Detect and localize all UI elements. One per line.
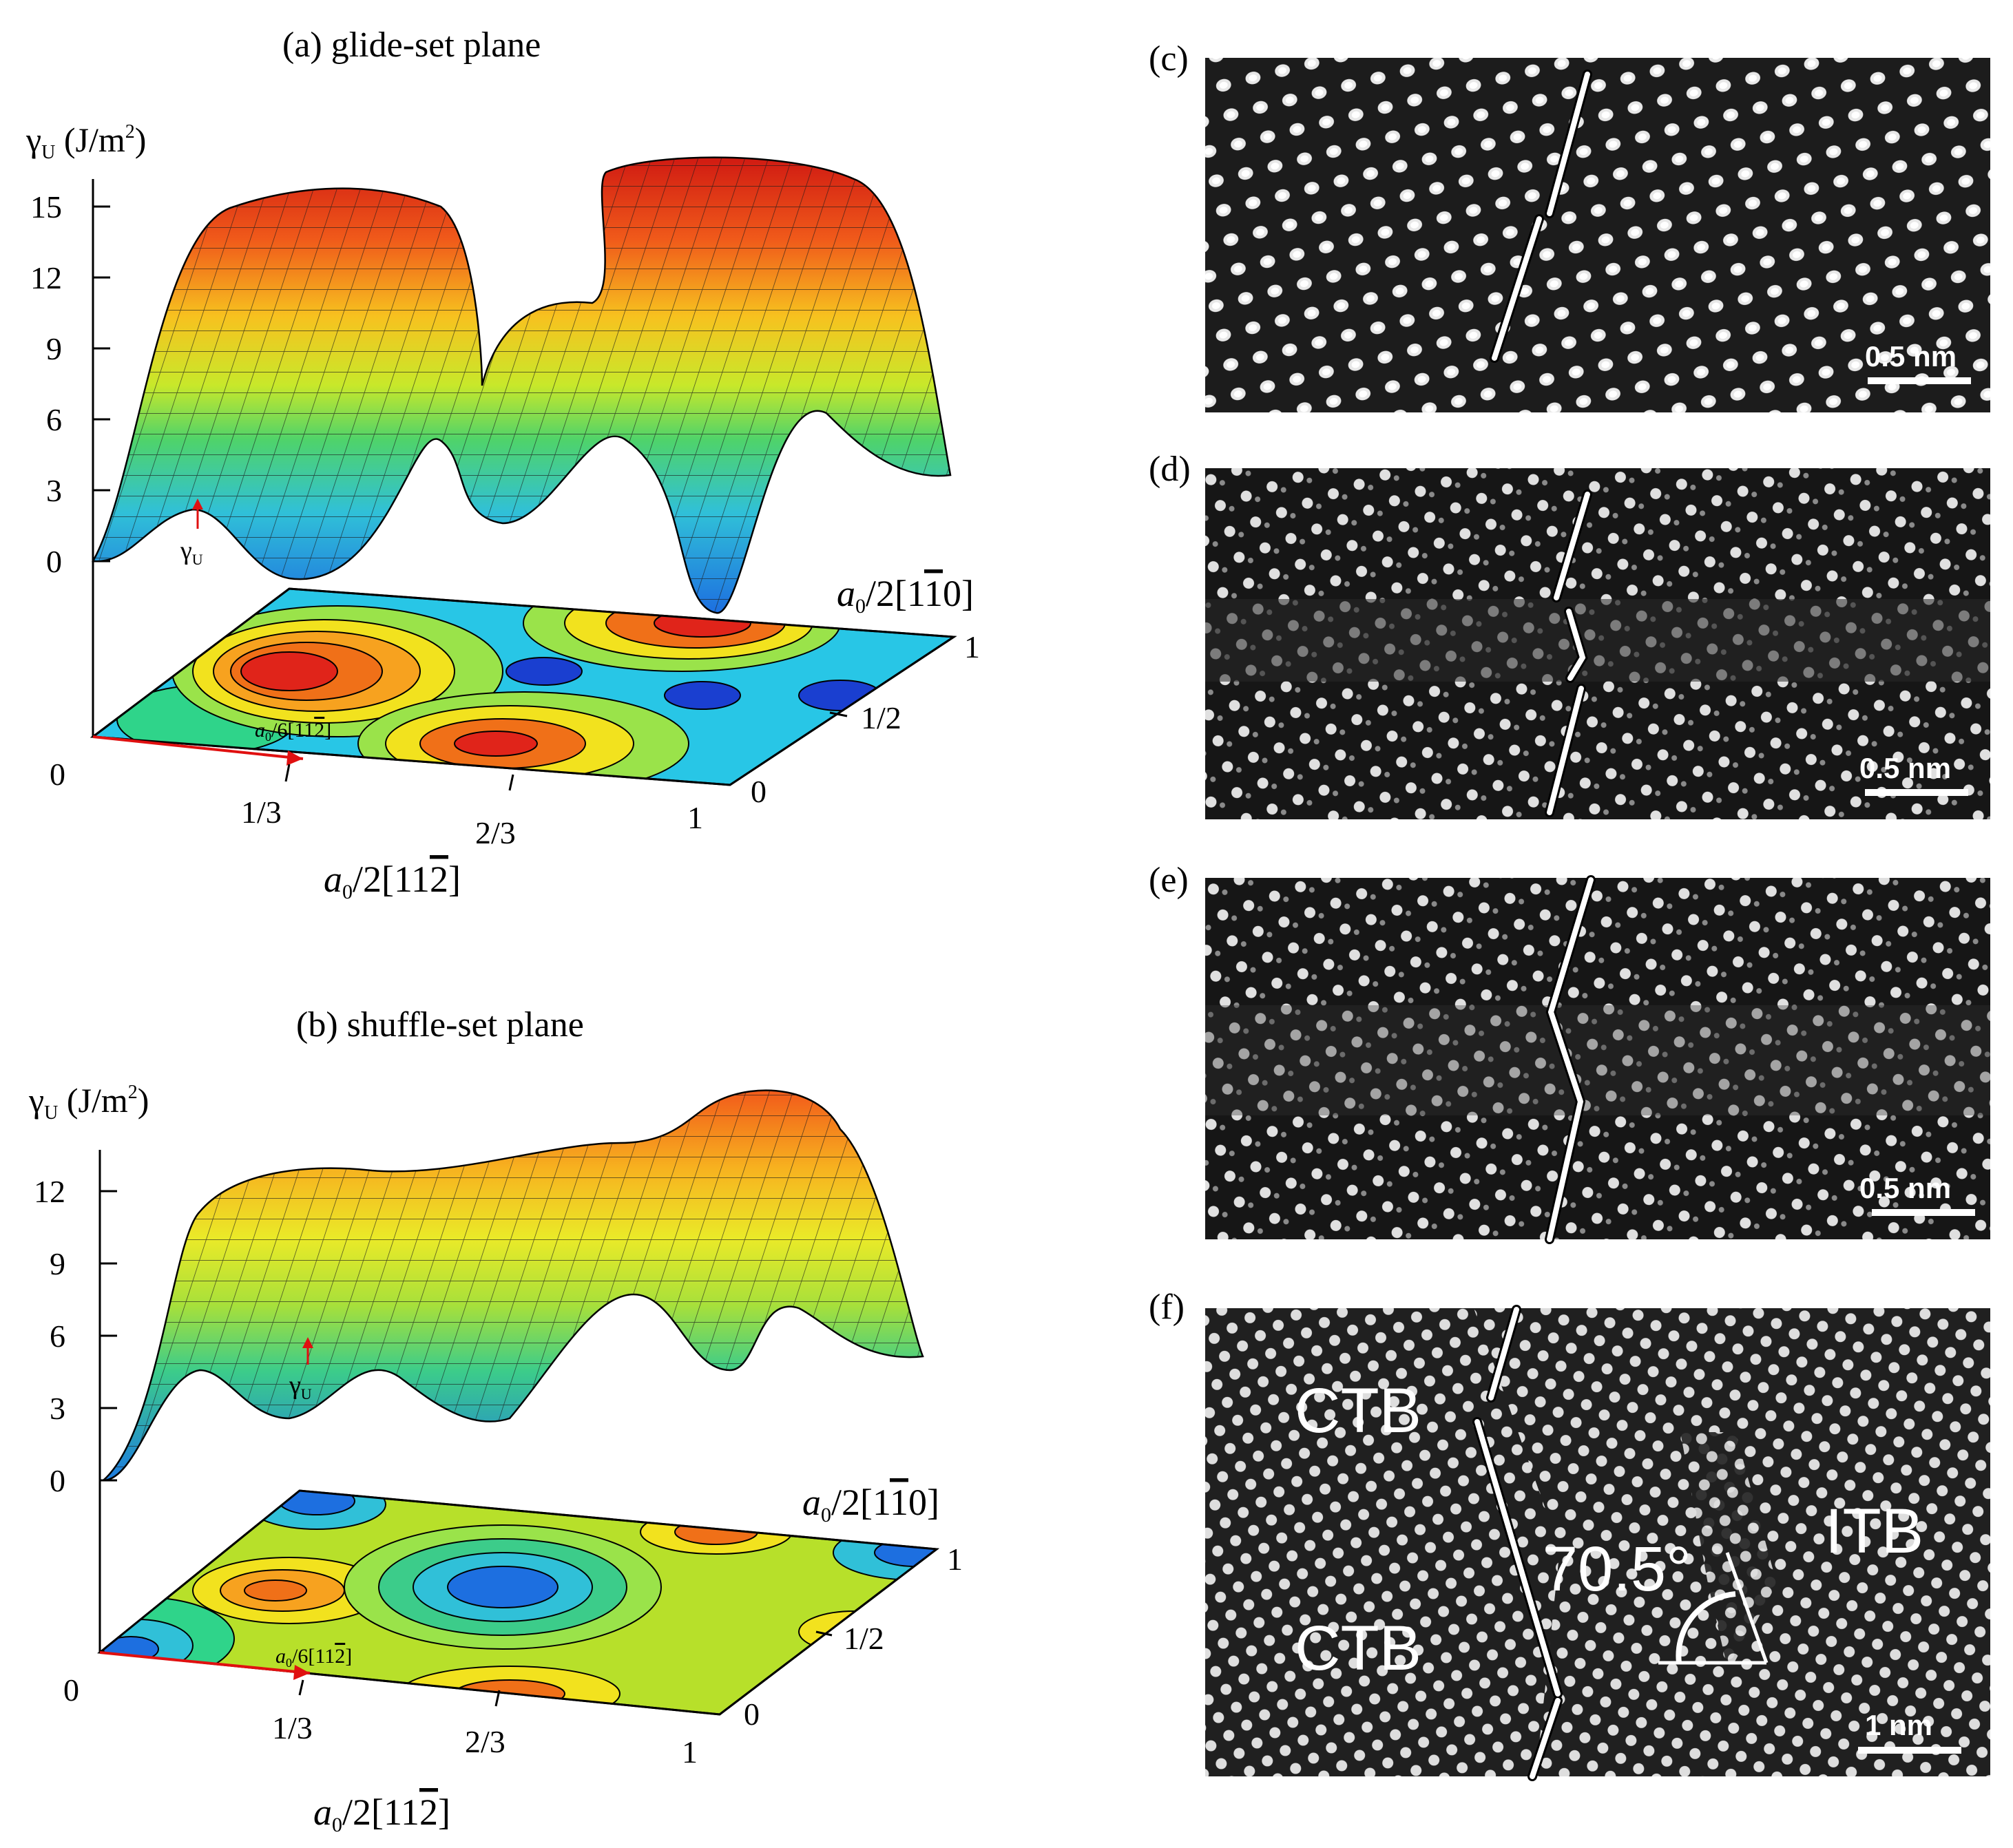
panel-b-title: (b) shuffle-set plane [296, 1005, 584, 1044]
svg-text:0: 0 [50, 757, 65, 792]
micrograph-d-label: (d) [1149, 450, 1191, 489]
micrograph-d: (d) 0.5 nm [1149, 450, 1990, 819]
micrograph-f-angle: 70.5° [1543, 1534, 1691, 1604]
svg-text:γU: γU [180, 536, 203, 568]
panel-b-x-axis-label: a0/2[112] [313, 1792, 450, 1836]
panel-b-ytick-6: 6 [50, 1319, 65, 1354]
panel-a-y-plane-label: a0/2[110] [837, 573, 974, 618]
micrograph-f-ctb-bottom: CTB [1295, 1613, 1421, 1683]
micrograph-f-angle-marker [1658, 1552, 1769, 1665]
panel-a-title: (a) glide-set plane [282, 25, 541, 65]
micrograph-d-twin-trace [1547, 492, 1590, 815]
svg-text:a0/6[112]: a0/6[112] [275, 1645, 352, 1670]
svg-text:γU: γU [289, 1371, 312, 1403]
panel-b-y-plane-ticks: 1 1/2 0 [744, 1542, 963, 1732]
panel-a-contour-plane [90, 587, 957, 786]
panel-b-shuffle-set: (b) shuffle-set plane γU (J/m2) 12 9 6 3… [28, 1005, 963, 1836]
panel-b-ytick-3: 3 [50, 1391, 65, 1426]
panel-a-x-axis-label: a0/2[112] [324, 859, 461, 903]
panel-b-ytick-labels: 12 9 6 3 0 [34, 1174, 65, 1498]
micrograph-c-label: (c) [1149, 39, 1189, 78]
panel-a-y-ticks [93, 205, 110, 563]
panel-b-gamma-marker: γU [289, 1337, 313, 1403]
micrograph-c-scalebar [1868, 377, 1971, 384]
svg-text:1/2: 1/2 [844, 1621, 884, 1656]
micrograph-f-ctb-top: CTB [1295, 1376, 1421, 1446]
micrograph-f-label: (f) [1149, 1288, 1185, 1327]
svg-text:a0/6[112]: a0/6[112] [255, 719, 331, 744]
micrograph-e-label: (e) [1149, 861, 1189, 900]
svg-text:0: 0 [751, 774, 766, 809]
micrograph-e-image [1205, 878, 1990, 1239]
svg-text:2/3: 2/3 [475, 815, 516, 850]
micrograph-e: (e) 0.5 nm [1149, 861, 1990, 1244]
svg-text:1: 1 [947, 1542, 963, 1577]
panel-b-ytick-9: 9 [50, 1246, 65, 1281]
panel-b-x-ticks: 0 1/3 2/3 1 [63, 1672, 698, 1770]
panel-a-ytick-9: 9 [46, 331, 62, 366]
micrograph-e-scalebar [1872, 1209, 1975, 1216]
panel-a-ytick-3: 3 [46, 473, 62, 508]
micrograph-e-scale-text: 0.5 nm [1859, 1172, 1951, 1204]
micrograph-c: (c) 0.5 nm [1149, 39, 1990, 412]
panel-a-burgers-arrow: a0/6[112] [92, 719, 331, 766]
panel-b-ytick-12: 12 [34, 1174, 65, 1209]
micrograph-c-scale-text: 0.5 nm [1865, 340, 1957, 372]
panel-b-y-plane-label: a0/2[110] [802, 1482, 939, 1526]
panel-a-glide-set: (a) glide-set plane γU (J/m2) 15 12 9 6 … [25, 25, 980, 903]
micrograph-f: (f) CTB CTB ITB 70.5° 1 nm [1149, 1288, 1990, 1781]
panel-a-x-tick-marks [284, 764, 514, 791]
micrograph-f-scale-text: 1 nm [1865, 1709, 1932, 1741]
panel-b-y-ticks [100, 1190, 117, 1482]
micrograph-d-scalebar [1865, 789, 1968, 796]
panel-a-y-plane-ticks: 1 1/2 0 [751, 629, 980, 809]
panel-b-burgers-arrow: a0/6[112] [99, 1645, 352, 1680]
micrograph-c-twin-trace [1492, 72, 1590, 361]
panel-b-ytick-0: 0 [50, 1463, 65, 1498]
panel-a-ytick-labels: 15 12 9 6 3 0 [30, 189, 62, 579]
micrograph-e-twin-trace [1547, 877, 1594, 1242]
panel-a-x-ticks: 0 1/3 2/3 1 [50, 757, 703, 850]
svg-text:0: 0 [744, 1697, 760, 1732]
micrograph-f-image [1205, 1308, 1990, 1776]
panel-a-surface [91, 156, 952, 614]
svg-text:1/3: 1/3 [272, 1710, 313, 1745]
svg-text:1: 1 [687, 800, 703, 835]
svg-text:1: 1 [964, 629, 980, 664]
panel-a-ytick-0: 0 [46, 544, 62, 579]
panel-a-gamma-marker: γU [180, 498, 203, 568]
micrograph-f-twin-trace [1474, 1307, 1561, 1779]
micrograph-d-scale-text: 0.5 nm [1859, 752, 1951, 784]
micrograph-f-scalebar [1858, 1747, 1961, 1754]
panel-a-ylabel: γU (J/m2) [25, 120, 146, 163]
micrograph-f-itb: ITB [1825, 1496, 1923, 1566]
panel-a-ytick-12: 12 [30, 260, 62, 295]
svg-text:2/3: 2/3 [465, 1724, 505, 1759]
svg-text:1: 1 [682, 1734, 698, 1770]
svg-text:1/3: 1/3 [241, 795, 282, 830]
panel-a-ytick-6: 6 [46, 402, 62, 437]
panel-b-surface [101, 1089, 924, 1482]
svg-text:1/2: 1/2 [861, 700, 901, 735]
svg-text:0: 0 [63, 1672, 79, 1708]
micrograph-c-image [1205, 58, 1990, 412]
panel-b-ylabel: γU (J/m2) [28, 1081, 149, 1124]
panel-a-ytick-15: 15 [30, 189, 62, 224]
